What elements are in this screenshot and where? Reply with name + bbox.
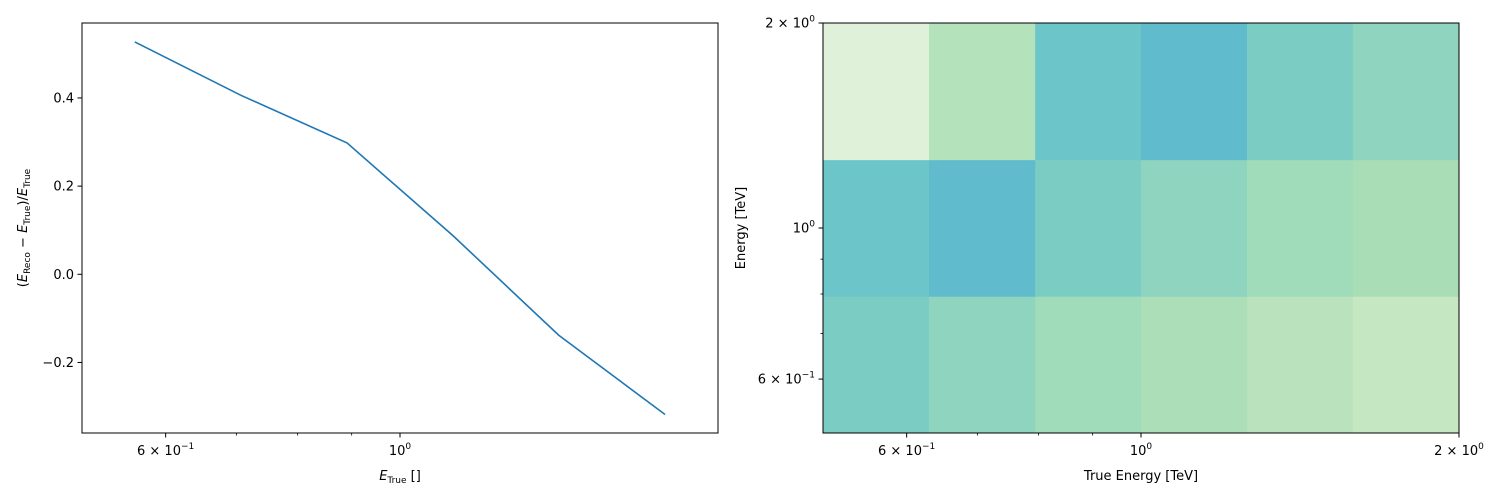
heatmap-cell bbox=[1247, 23, 1354, 161]
heatmap-cells bbox=[823, 23, 1460, 434]
x-tick-label: 2 × 100 bbox=[1434, 442, 1484, 459]
line-chart-x-ticks: 6 × 10−1 100 bbox=[137, 433, 411, 459]
y-tick-label: 6 × 10−1 bbox=[758, 371, 815, 388]
y-tick-label: 0.4 bbox=[53, 91, 74, 106]
heatmap-cell bbox=[1035, 159, 1142, 297]
x-tick-label: 100 bbox=[389, 442, 412, 459]
heatmap-y-axis-label: Energy [TeV] bbox=[734, 187, 749, 269]
heatmap-cell bbox=[1141, 296, 1248, 434]
heatmap-chart: 6 × 10−1 100 2 × 100 6 × 10−1 100 2 × 100 Tr… bbox=[734, 15, 1484, 485]
heatmap-cell bbox=[823, 296, 930, 434]
x-tick-label: 100 bbox=[1130, 442, 1153, 459]
line-chart-x-axis-label: ETrue [] bbox=[379, 469, 421, 486]
heatmap-x-ticks: 6 × 10−1 100 2 × 100 bbox=[878, 433, 1484, 459]
y-tick-label: −0.2 bbox=[42, 356, 74, 371]
heatmap-x-axis-label: True Energy [TeV] bbox=[1083, 469, 1198, 484]
heatmap-cell bbox=[823, 159, 930, 297]
series-line bbox=[134, 41, 666, 416]
y-tick-label: 0.2 bbox=[53, 180, 74, 195]
heatmap-cell bbox=[1035, 296, 1142, 434]
heatmap-cell bbox=[1247, 296, 1354, 434]
line-chart: 6 × 10−1 100 −0.2 0.0 0.2 0.4 ETrue [] (ERec… bbox=[16, 22, 719, 486]
heatmap-cell bbox=[1247, 159, 1354, 297]
x-tick-label: 6 × 10−1 bbox=[878, 442, 935, 459]
x-tick-label: 6 × 10−1 bbox=[137, 442, 194, 459]
y-tick-label: 0.0 bbox=[53, 268, 74, 283]
line-series-layer bbox=[134, 41, 666, 416]
heatmap-cell bbox=[1035, 23, 1142, 161]
heatmap-cell bbox=[1352, 159, 1460, 297]
heatmap-cell bbox=[1141, 159, 1248, 297]
y-tick-label: 100 bbox=[793, 220, 816, 237]
heatmap-cell bbox=[1352, 23, 1460, 161]
heatmap-cell bbox=[1141, 23, 1248, 161]
heatmap-cell bbox=[929, 296, 1036, 434]
y-tick-label: 2 × 100 bbox=[765, 15, 815, 32]
line-chart-y-axis-label: (EReco − ETrue)/ETrue bbox=[16, 168, 33, 287]
heatmap-y-ticks: 6 × 10−1 100 2 × 100 bbox=[758, 15, 823, 388]
heatmap-cell bbox=[929, 23, 1036, 161]
heatmap-cell bbox=[1352, 296, 1460, 434]
heatmap-cell bbox=[929, 159, 1036, 297]
line-chart-y-ticks: −0.2 0.0 0.2 0.4 bbox=[42, 91, 82, 371]
heatmap-cell bbox=[823, 23, 930, 161]
